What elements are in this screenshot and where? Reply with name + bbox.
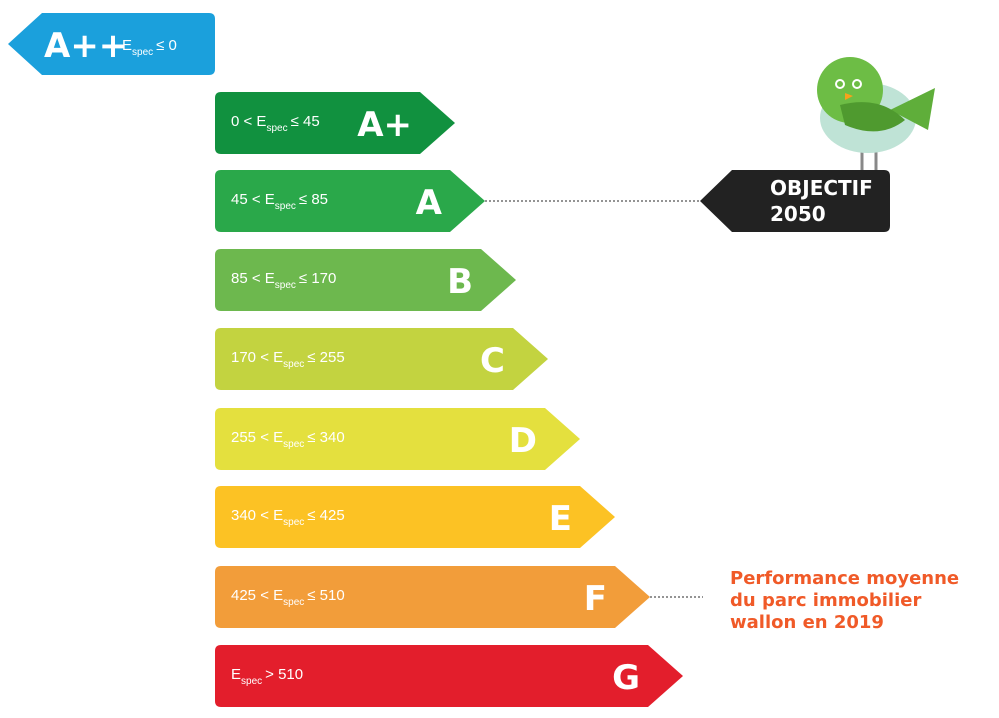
grade-label: G xyxy=(612,658,640,698)
objective-box xyxy=(700,170,890,232)
range-left: 425 < E xyxy=(231,587,283,604)
range-right: ≤ 85 xyxy=(299,191,328,208)
range-left: E xyxy=(122,37,132,54)
grade-label: A+ xyxy=(357,105,412,145)
grade-label: F xyxy=(584,579,607,619)
grade-label: A xyxy=(416,183,443,223)
range-left: 255 < E xyxy=(231,429,283,446)
range-sub: spec xyxy=(275,280,296,291)
grade-label: B xyxy=(447,262,473,302)
range-right: ≤ 340 xyxy=(307,429,344,446)
range-right: ≤ 425 xyxy=(307,507,344,524)
band-arrow xyxy=(215,408,580,470)
band-arrow xyxy=(215,249,516,311)
range-label: 255 < Espec ≤ 340 xyxy=(231,429,345,450)
range-sub: spec xyxy=(241,676,262,687)
range-label: 340 < Espec ≤ 425 xyxy=(231,507,345,528)
range-sub: spec xyxy=(266,123,287,134)
range-label: Espec > 510 xyxy=(231,666,303,687)
range-right: ≤ 510 xyxy=(307,587,344,604)
range-label: Espec ≤ 0 xyxy=(122,37,177,58)
range-right: ≤ 45 xyxy=(291,113,320,130)
range-left: 45 < E xyxy=(231,191,275,208)
bird xyxy=(817,57,935,172)
note-line: du parc immobilier xyxy=(730,590,921,611)
grade-label: C xyxy=(480,341,505,381)
range-right: > 510 xyxy=(265,666,303,683)
band-arrow xyxy=(215,170,485,232)
range-left: 340 < E xyxy=(231,507,283,524)
note-line: wallon en 2019 xyxy=(730,612,884,633)
range-left: 170 < E xyxy=(231,349,283,366)
grade-label: A++ xyxy=(44,26,127,66)
range-left: 85 < E xyxy=(231,270,275,287)
range-sub: spec xyxy=(283,597,304,608)
band-arrow xyxy=(215,328,548,390)
range-sub: spec xyxy=(275,201,296,212)
range-label: 45 < Espec ≤ 85 xyxy=(231,191,328,212)
range-sub: spec xyxy=(283,517,304,528)
range-right: ≤ 0 xyxy=(156,37,177,54)
objective-line: OBJECTIF xyxy=(770,176,873,200)
band-arrow xyxy=(215,566,650,628)
objective-line: 2050 xyxy=(770,202,826,226)
range-label: 425 < Espec ≤ 510 xyxy=(231,587,345,608)
range-sub: spec xyxy=(283,359,304,370)
range-label: 170 < Espec ≤ 255 xyxy=(231,349,345,370)
note-line: Performance moyenne xyxy=(730,568,959,589)
range-sub: spec xyxy=(283,439,304,450)
band-arrow xyxy=(215,486,615,548)
range-left: E xyxy=(231,666,241,683)
range-left: 0 < E xyxy=(231,113,266,130)
grade-label: D xyxy=(509,421,537,461)
band-arrow xyxy=(215,92,455,154)
range-sub: spec xyxy=(132,47,153,58)
range-label: 85 < Espec ≤ 170 xyxy=(231,270,336,291)
band-arrow xyxy=(8,13,215,75)
range-right: ≤ 170 xyxy=(299,270,336,287)
grade-label: E xyxy=(549,499,572,539)
range-right: ≤ 255 xyxy=(307,349,344,366)
range-label: 0 < Espec ≤ 45 xyxy=(231,113,320,134)
band-arrow xyxy=(215,645,683,707)
